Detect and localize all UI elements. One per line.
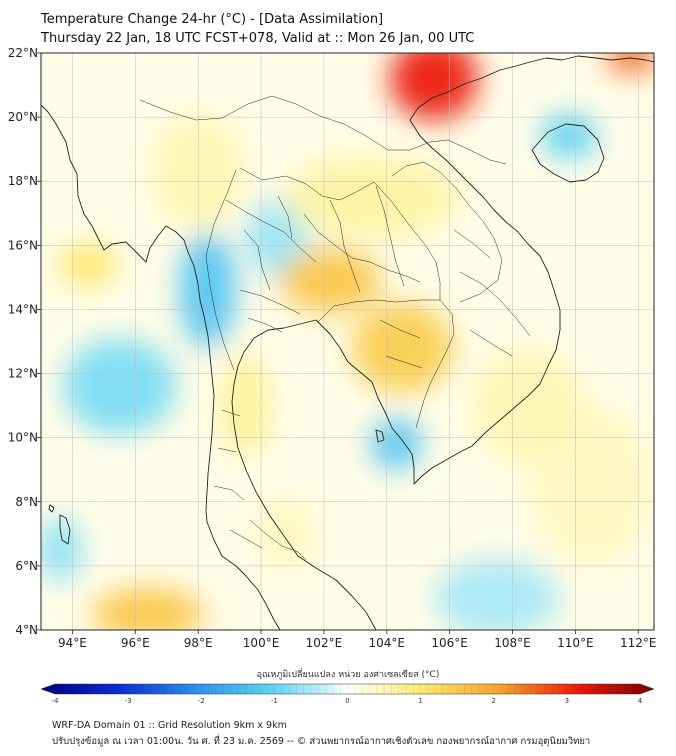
plot-area	[40, 52, 655, 631]
colorbar-tick-label: 1	[418, 697, 422, 705]
colorbar-tick-label: 0	[345, 697, 349, 705]
x-tick-label: 106°E	[431, 636, 468, 650]
province-lines-north	[225, 195, 421, 291]
y-tick-label: 14°N	[8, 302, 38, 316]
phu-quoc-island	[375, 429, 385, 443]
cambodia-vietnam-border	[415, 299, 455, 429]
y-tick-label: 22°N	[8, 46, 38, 60]
field-anomaly-17	[606, 53, 654, 73]
colorbar-tick-label: -4	[52, 697, 60, 705]
field-anomaly-7	[220, 354, 271, 457]
colorbar-tick-label: -2	[198, 697, 205, 705]
footer-model-info: WRF-DA Domain 01 :: Grid Resolution 9km …	[52, 720, 287, 731]
longitude-tick-labels: 94°E 96°E 98°E 100°E 102°E 104°E 106°E 108°E 110…	[58, 630, 657, 650]
x-tick-label: 108°E	[494, 636, 531, 650]
temperature-field	[41, 53, 654, 630]
coastlines-and-borders	[41, 55, 654, 630]
thailand-cambodia-border	[317, 299, 440, 323]
y-tick-label: 18°N	[8, 174, 38, 188]
colorbar-tick-label: 2	[492, 697, 496, 705]
colorbar-ticks: -4 -3 -2 -1 0 1 2 3 4	[52, 684, 643, 705]
field-anomaly-18	[389, 53, 478, 121]
myanmar-coastline	[41, 104, 215, 523]
field-anomaly-3	[471, 347, 585, 464]
province-lines-central	[239, 185, 405, 333]
colorbar-bar	[40, 683, 655, 695]
province-lines-south	[213, 409, 263, 549]
plot-frame	[40, 52, 655, 631]
colorbar-title: อุณหภูมิเปลี่ยนแปลง หน่วย องศาเซลเซียส (…	[257, 667, 440, 680]
china-border	[139, 95, 507, 165]
hainan-island	[531, 123, 605, 183]
field-anomaly-16	[91, 588, 205, 630]
map-subtitle: Thursday 22 Jan, 18 UTC FCST+078, Valid …	[41, 31, 475, 46]
y-tick-label: 20°N	[8, 110, 38, 124]
field-anomaly-10	[59, 242, 117, 288]
internal-boundaries	[139, 95, 531, 561]
peninsula-west-coast	[206, 521, 281, 630]
x-tick-label: 98°E	[184, 636, 213, 650]
nicobar-islands	[48, 504, 55, 513]
latitude-tick-labels: 4°N 6°N 8°N 10°N 12°N 14°N 16°N 18°N 20°N 22°N	[8, 46, 41, 637]
colorbar-tick-label: 3	[565, 697, 569, 705]
x-tick-label: 110°E	[557, 636, 594, 650]
y-tick-label: 8°N	[15, 495, 38, 509]
x-tick-label: 96°E	[121, 636, 150, 650]
y-tick-label: 16°N	[8, 238, 38, 252]
y-tick-label: 10°N	[8, 431, 38, 445]
field-anomaly-12	[179, 232, 236, 348]
field-anomaly-11	[540, 113, 598, 159]
footer-credits: ปรับปรุงข้อมูล ณ เวลา 01:00น. วัน ศ. ที่…	[52, 736, 591, 747]
map-title: Temperature Change 24-hr (°C) - [Data As…	[41, 12, 384, 27]
field-anomaly-13	[371, 418, 422, 470]
y-tick-label: 6°N	[15, 559, 38, 573]
field-anomaly-4	[433, 559, 560, 630]
field-anomaly-9	[63, 338, 177, 435]
laos-vietnam-border	[391, 161, 503, 303]
thailand-malaysia-border	[249, 519, 307, 561]
colorbar-tick-label: 4	[638, 697, 643, 705]
colorbar-tick-label: -3	[125, 697, 132, 705]
field-anomaly-15	[279, 248, 381, 313]
x-tick-label: 104°E	[369, 636, 406, 650]
colorbar-tick-label: -1	[271, 697, 278, 705]
thailand-laos-border	[239, 167, 441, 300]
lat-lon-gridlines	[41, 53, 654, 630]
andaman-islands	[59, 514, 71, 545]
y-tick-label: 12°N	[8, 367, 38, 381]
field-anomaly-14	[352, 303, 453, 393]
field-anomaly-6	[283, 155, 460, 239]
gulf-of-thailand-coast	[231, 55, 654, 630]
province-lines-vietnam-cambodia	[379, 229, 531, 369]
colorbar: อุณหภูมิเปลี่ยนแปลง หน่วย องศาเซลเซียส (…	[40, 667, 655, 705]
x-tick-label: 112°E	[620, 636, 657, 650]
x-tick-label: 100°E	[243, 636, 280, 650]
x-tick-label: 94°E	[58, 636, 87, 650]
x-tick-label: 102°E	[306, 636, 343, 650]
myanmar-thailand-border	[205, 169, 237, 371]
y-tick-label: 4°N	[15, 623, 38, 637]
field-anomaly-1	[254, 495, 318, 573]
